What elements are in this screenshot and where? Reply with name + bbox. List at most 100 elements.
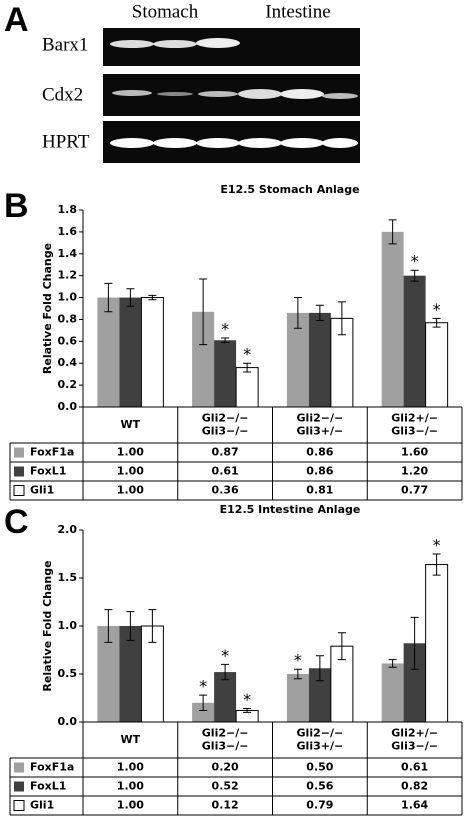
error-bar — [315, 304, 324, 322]
y-tick-label: 0.5 — [58, 667, 78, 680]
bar — [308, 668, 331, 722]
bar — [97, 297, 120, 407]
table-cell: 1.00 — [117, 799, 144, 812]
bar — [214, 672, 237, 722]
error-bar — [293, 297, 302, 329]
y-tick-label: 1.2 — [58, 269, 78, 282]
significance-mark: * — [433, 536, 441, 555]
legend-label: Gli1 — [30, 484, 54, 497]
bar — [97, 626, 120, 722]
gel-row-label: Cdx2 — [42, 84, 83, 105]
error-bar — [221, 337, 230, 343]
gel-column-label: Stomach — [132, 1, 199, 22]
bar — [381, 231, 404, 407]
table-cell: 1.60 — [401, 446, 428, 459]
error-bar — [432, 553, 441, 576]
x-tick-label: Gli3−/− — [202, 740, 249, 753]
significance-mark: * — [221, 646, 229, 665]
table-cell: 1.00 — [117, 446, 144, 459]
legend-swatch — [14, 781, 24, 792]
table-cell: 1.64 — [401, 799, 428, 812]
legend-label: Gli1 — [30, 799, 54, 812]
table-cell: 0.61 — [401, 761, 428, 774]
significance-mark: * — [221, 320, 229, 339]
y-tick-label: 1.6 — [58, 225, 78, 238]
table-cell: 0.56 — [306, 780, 333, 793]
legend-swatch — [13, 485, 25, 496]
legend-label: FoxF1a — [30, 761, 74, 774]
bar — [425, 322, 449, 408]
panel-label: B — [4, 187, 29, 225]
x-tick-label: Gli2−/− — [202, 412, 249, 425]
table-cell: 0.52 — [212, 780, 239, 793]
x-tick-label: Gli2+/− — [391, 727, 438, 740]
error-bar — [126, 288, 135, 307]
significance-mark: * — [199, 677, 207, 696]
table-cell: 0.82 — [401, 780, 428, 793]
y-tick-label: 2.0 — [58, 523, 78, 536]
chart-title: E12.5 Stomach Anlage — [220, 183, 359, 196]
error-bar — [221, 663, 230, 681]
bar — [308, 312, 331, 407]
x-tick-label: Gli2−/− — [297, 412, 344, 425]
bar — [425, 564, 449, 723]
x-tick-label: Gli2−/− — [202, 727, 249, 740]
bar — [192, 702, 215, 722]
legend-swatch — [14, 762, 24, 773]
y-tick-label: 1.5 — [58, 571, 78, 584]
error-bar — [148, 294, 157, 301]
error-bar — [243, 708, 252, 713]
table-cell: 0.79 — [306, 799, 333, 812]
bar — [192, 311, 215, 407]
error-bar — [388, 219, 397, 245]
x-tick-label: Gli3−/− — [391, 425, 438, 438]
legend-label: FoxL1 — [30, 780, 66, 793]
table-cell: 0.81 — [306, 484, 333, 497]
table-cell: 0.61 — [212, 465, 239, 478]
error-bar — [432, 317, 441, 328]
x-tick-label: WT — [121, 418, 141, 431]
y-tick-label: 1.0 — [58, 619, 78, 632]
significance-mark: * — [433, 300, 441, 319]
error-bar — [104, 282, 113, 313]
x-tick-label: Gli2+/− — [391, 412, 438, 425]
y-axis-label: Relative Fold Change — [41, 243, 54, 374]
table-cell: 0.86 — [306, 465, 333, 478]
gel-row-label: Barx1 — [42, 34, 88, 55]
y-axis-label: Relative Fold Change — [41, 560, 54, 691]
table-cell: 1.00 — [117, 484, 144, 497]
table-cell: 0.50 — [306, 761, 333, 774]
significance-mark: * — [411, 252, 419, 271]
bar — [140, 297, 164, 408]
table-cell: 1.00 — [117, 465, 144, 478]
y-tick-label: 1.8 — [58, 203, 78, 216]
x-tick-label: Gli3−/− — [202, 425, 249, 438]
y-tick-label: 0.4 — [58, 356, 78, 369]
significance-mark: * — [243, 690, 251, 709]
table-cell: 0.86 — [306, 446, 333, 459]
gel-image — [103, 28, 360, 163]
legend-swatch — [14, 466, 24, 477]
x-tick-label: Gli3+/− — [297, 740, 344, 753]
error-bar — [337, 301, 346, 336]
error-bar — [126, 611, 135, 641]
bar — [286, 312, 309, 407]
y-tick-label: 0.0 — [58, 715, 78, 728]
bar — [214, 340, 237, 407]
bar — [381, 663, 404, 722]
error-bar — [410, 269, 419, 282]
y-tick-label: 0.2 — [58, 378, 78, 391]
x-tick-label: Gli3+/− — [297, 425, 344, 438]
panel-label: C — [4, 503, 29, 541]
error-bar — [199, 278, 208, 346]
x-tick-label: Gli3−/− — [391, 740, 438, 753]
bar — [403, 275, 426, 407]
gel-row-label: HPRT — [42, 131, 90, 152]
table-cell: 0.77 — [401, 484, 428, 497]
table-cell: 0.12 — [212, 799, 239, 812]
x-tick-label: Gli2−/− — [297, 727, 344, 740]
bar — [235, 367, 259, 408]
error-bar — [388, 659, 397, 668]
bar — [119, 297, 142, 407]
